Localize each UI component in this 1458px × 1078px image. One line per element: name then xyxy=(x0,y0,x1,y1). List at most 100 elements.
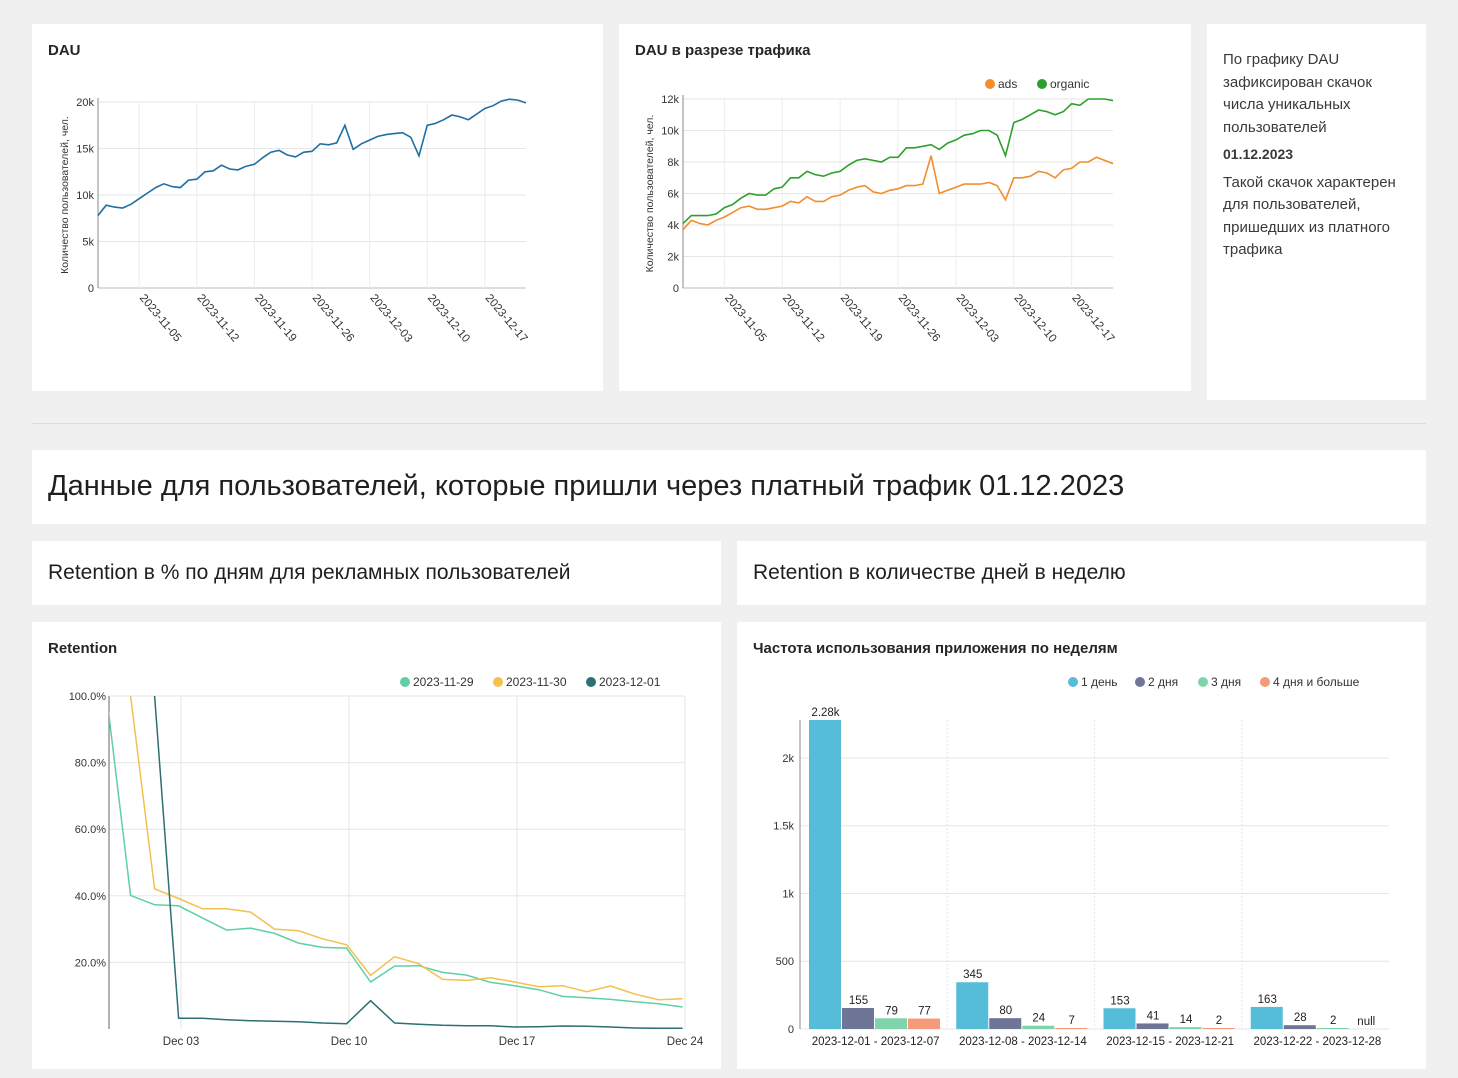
bar xyxy=(1022,1025,1055,1029)
dau-traffic-card: DAU в разрезе трафика 0 2k 4k 6k 8k 10k 12k 202… xyxy=(619,24,1191,391)
x-tick-label: 2023-12-15 - 2023-12-21 xyxy=(1106,1036,1234,1048)
subheader-right-title: Retention в количестве дней в неделю xyxy=(753,561,1126,584)
bar xyxy=(842,1007,874,1029)
series-line xyxy=(153,696,683,1029)
y-tick-label: 6k xyxy=(667,189,679,201)
y-tick-label: 100.0% xyxy=(69,691,107,703)
retention-chart[interactable]: 20.0% 40.0% 60.0% 80.0% 100.0% Dec 03 Dec 10 De… xyxy=(32,622,721,1069)
y-tick-label: 10k xyxy=(76,190,94,202)
bar-value-label: 7 xyxy=(1069,1015,1075,1027)
subheader-left-card: Retention в % по дням для рекламных поль… xyxy=(32,541,721,605)
bar xyxy=(989,1018,1022,1029)
series-line xyxy=(109,709,683,1008)
legend-marker xyxy=(586,677,596,687)
y-tick-label: 5k xyxy=(82,237,94,249)
series-line xyxy=(682,155,1114,231)
bar-value-label: 24 xyxy=(1032,1013,1045,1025)
y-tick-label: 0 xyxy=(88,283,94,295)
bar-value-label: 2.28k xyxy=(811,707,839,719)
bar-value-label: 153 xyxy=(1110,995,1129,1007)
series-line xyxy=(97,98,527,216)
y-tick-label: 10k xyxy=(661,126,679,138)
x-tick-label: Dec 03 xyxy=(163,1036,199,1048)
bar-value-label: 163 xyxy=(1258,994,1277,1006)
x-tick-label: Dec 17 xyxy=(499,1036,535,1048)
bar xyxy=(1103,1008,1136,1029)
section-divider xyxy=(32,423,1426,424)
y-tick-label: 40.0% xyxy=(75,891,106,903)
x-tick-label: 2023-12-17 xyxy=(1069,292,1116,345)
x-tick-label: 2023-12-03 xyxy=(954,292,1001,345)
x-tick-label: 2023-11-05 xyxy=(137,292,183,344)
y-tick-label: 2k xyxy=(782,753,794,765)
bar-value-label: 2 xyxy=(1330,1015,1336,1027)
frequency-chart-title: Частота использования приложения по неде… xyxy=(753,640,1118,657)
x-tick-label: Dec 10 xyxy=(331,1036,367,1048)
legend-marker xyxy=(1068,677,1078,687)
legend-label: 2023-11-30 xyxy=(506,675,567,689)
y-tick-label: 8k xyxy=(667,157,679,169)
retention-chart-title: Retention xyxy=(48,640,118,657)
x-tick-label: 2023-12-17 xyxy=(483,292,530,345)
x-tick-label: Dec 24 xyxy=(667,1036,704,1048)
legend-marker xyxy=(1135,677,1145,687)
section-header-title: Данные для пользователей, которые пришли… xyxy=(48,470,1125,502)
bar-value-label: 79 xyxy=(885,1005,898,1017)
legend-label: 2 дня xyxy=(1148,675,1178,689)
y-tick-label: 80.0% xyxy=(75,758,106,770)
x-tick-label: 2023-12-22 - 2023-12-28 xyxy=(1253,1036,1381,1048)
x-tick-label: 2023-11-05 xyxy=(722,292,768,344)
x-tick-label: 2023-12-10 xyxy=(425,292,472,345)
y-axis-label: Количество пользователей, чел. xyxy=(644,115,656,273)
legend-label: 2023-11-29 xyxy=(413,675,474,689)
bar-value-label: 2 xyxy=(1216,1015,1222,1027)
series-line xyxy=(682,98,1114,224)
dau-chart[interactable]: 0 5k 10k 15k 20k 2023-11-05 2023-11-12 2023-11-… xyxy=(32,24,603,391)
legend-marker xyxy=(1198,677,1208,687)
bar xyxy=(1202,1028,1235,1029)
y-tick-label: 1k xyxy=(782,888,794,900)
y-tick-label: 1.5k xyxy=(773,821,794,833)
y-axis-label: Количество пользователей, чел. xyxy=(59,116,71,274)
bar xyxy=(1136,1023,1169,1029)
x-tick-label: 2023-11-26 xyxy=(310,292,356,344)
y-tick-label: 0 xyxy=(673,283,679,295)
bar-value-label: 77 xyxy=(918,1006,931,1018)
legend-marker xyxy=(985,79,995,89)
bar-value-label: 28 xyxy=(1294,1012,1307,1024)
dau-card: DAU 0 5k 10k 15k 20k 2023-11-05 2023-11-12 2023… xyxy=(32,24,603,391)
bar xyxy=(1169,1027,1202,1029)
note-line-1: По графику DAU зафиксирован скачок числа… xyxy=(1223,51,1372,136)
y-tick-label: 20k xyxy=(76,97,94,109)
x-tick-label: 2023-12-10 xyxy=(1011,292,1058,345)
bar-value-label: 80 xyxy=(999,1005,1012,1017)
subheader-right-card: Retention в количестве дней в неделю xyxy=(737,541,1426,605)
x-tick-label: 2023-11-12 xyxy=(780,292,826,344)
bar-value-label: 155 xyxy=(849,995,868,1007)
note-date: 01.12.2023 xyxy=(1223,146,1294,162)
x-tick-label: 2023-11-19 xyxy=(252,292,298,344)
x-tick-label: 2023-11-19 xyxy=(838,292,884,344)
x-tick-label: 2023-11-12 xyxy=(194,292,240,344)
bar xyxy=(908,1018,940,1029)
legend-label: organic xyxy=(1050,77,1089,91)
dau-traffic-chart[interactable]: 0 2k 4k 6k 8k 10k 12k 2023-11-05 2023-11-12 2023-… xyxy=(619,24,1191,391)
bar-value-label: null xyxy=(1357,1016,1375,1028)
y-tick-label: 2k xyxy=(667,252,679,264)
x-tick-label: 2023-11-26 xyxy=(896,292,942,344)
legend-label: 1 день xyxy=(1081,675,1118,689)
x-tick-label: 2023-12-01 - 2023-12-07 xyxy=(812,1036,940,1048)
series-line xyxy=(129,696,683,1001)
retention-card: Retention 20.0% 40.0% 60.0% 80.0% 100.0% Dec … xyxy=(32,622,721,1069)
note-line-2: Такой скачок характерен для пользователе… xyxy=(1223,173,1396,259)
y-tick-label: 4k xyxy=(667,220,679,232)
subheader-left-title: Retention в % по дням для рекламных поль… xyxy=(48,561,571,584)
legend-marker xyxy=(1260,677,1270,687)
frequency-chart[interactable]: 0 500 1k 1.5k 2k 2.28k 155 79 77 2023-12-01 - 202… xyxy=(737,622,1426,1069)
legend-label: 4 дня и больше xyxy=(1273,675,1360,689)
x-tick-label: 2023-12-03 xyxy=(367,292,414,345)
bar-value-label: 41 xyxy=(1147,1010,1160,1022)
bar xyxy=(956,982,989,1029)
bar xyxy=(1283,1025,1316,1029)
note-card: По графику DAU зафиксирован скачок числа… xyxy=(1207,24,1426,400)
